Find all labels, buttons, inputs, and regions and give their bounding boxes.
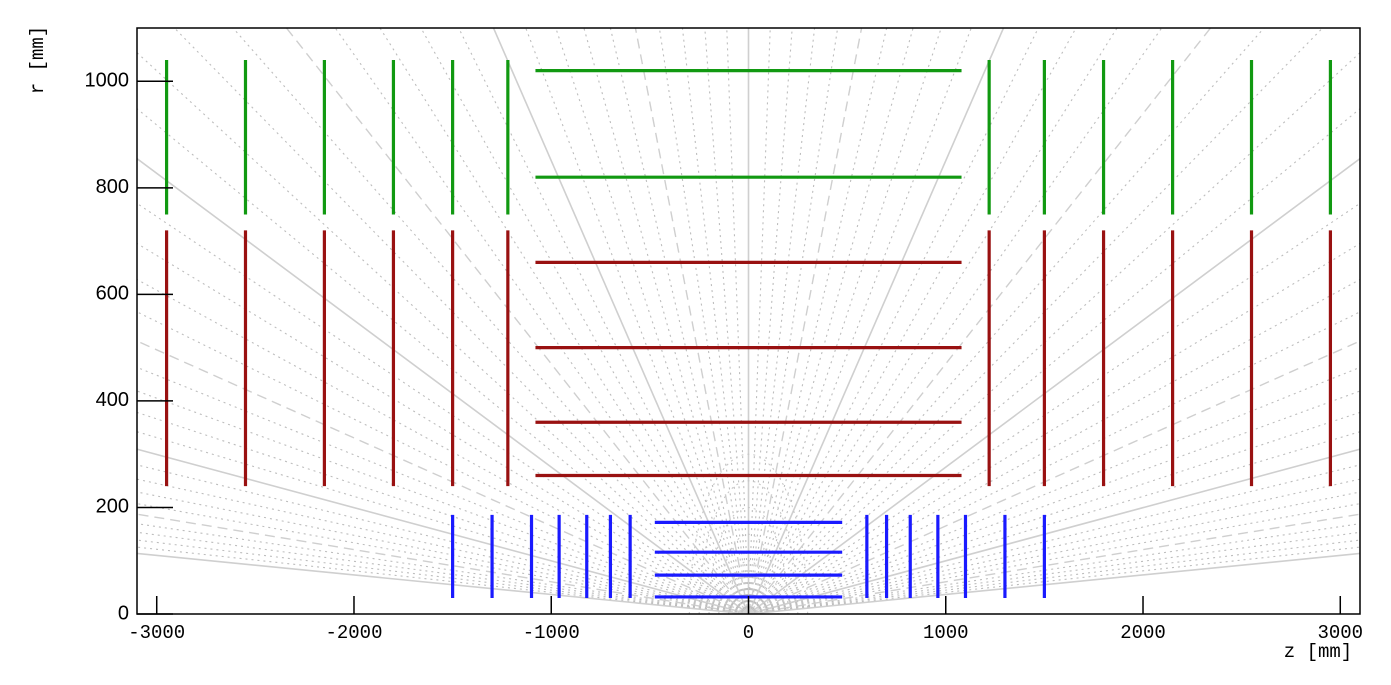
eta-line: [748, 448, 1360, 614]
eta-line: [137, 202, 749, 614]
x-axis-label: z [mm]: [1284, 641, 1352, 663]
eta-line: [747, 28, 839, 614]
eta-line: [173, 28, 749, 614]
eta-line: [748, 28, 1265, 614]
eta-line: [137, 411, 749, 614]
eta-line: [748, 491, 1360, 614]
eta-line: [137, 157, 749, 614]
eta-line: [748, 202, 1360, 614]
y-axis-label: r [mm]: [27, 26, 49, 94]
eta-line: [334, 28, 749, 614]
eta-line: [747, 28, 914, 614]
eta-line: [748, 340, 1360, 614]
x-tick-label: 2000: [1120, 622, 1166, 644]
x-tick-label: 3000: [1317, 622, 1363, 644]
eta-grid: [137, 28, 1360, 614]
eta-line: [748, 311, 1360, 614]
eta-line: [748, 28, 1039, 614]
eta-line: [747, 28, 942, 614]
eta-line: [137, 340, 749, 614]
y-tick-label: 800: [96, 176, 129, 198]
eta-line: [748, 107, 1360, 614]
eta-line: [137, 491, 749, 614]
eta-line: [748, 411, 1360, 614]
eta-line: [748, 51, 1360, 614]
eta-line: [748, 157, 1360, 614]
eta-line: [748, 242, 1360, 614]
eta-line: [748, 464, 1360, 614]
y-tick-label: 200: [96, 496, 129, 518]
eta-line: [137, 539, 749, 614]
eta-line: [748, 390, 1360, 614]
eta-line: [137, 523, 749, 614]
eta-line: [748, 28, 1163, 614]
eta-line: [747, 28, 888, 614]
eta-line: [137, 546, 749, 614]
eta-line: [137, 107, 749, 614]
eta-line: [137, 278, 749, 614]
eta-line: [748, 552, 1360, 614]
y-tick-label: 0: [118, 602, 129, 624]
x-tick-label: -1000: [523, 622, 580, 644]
radius-arc: [708, 507, 789, 614]
eta-line: [137, 448, 749, 614]
eta-line: [137, 311, 749, 614]
x-tick-label: -3000: [128, 622, 185, 644]
eta-line: [137, 531, 749, 614]
eta-line: [748, 28, 1077, 614]
layers: [164, 59, 1333, 599]
eta-line: [748, 513, 1360, 614]
eta-line: [748, 523, 1360, 614]
eta-line: [137, 513, 749, 614]
eta-line: [137, 431, 749, 614]
eta-line: [748, 546, 1360, 614]
eta-line: [747, 28, 863, 614]
y-tick-label: 1000: [85, 70, 130, 92]
y-tick-label: 400: [96, 389, 129, 411]
x-tick-label: -2000: [325, 622, 382, 644]
y-tick-label: 600: [96, 283, 129, 305]
eta-line: [747, 28, 972, 614]
eta-line: [748, 539, 1360, 614]
eta-line: [747, 28, 1005, 614]
eta-line: [748, 278, 1360, 614]
radius-arc: [728, 560, 769, 614]
eta-line: [285, 28, 750, 614]
eta-line: [747, 28, 1212, 614]
radius-arc: [718, 533, 779, 614]
radius-arc: [688, 454, 809, 614]
eta-line: [492, 28, 750, 614]
eta-line: [748, 366, 1360, 614]
radius-arc: [738, 586, 759, 614]
x-tick-label: 1000: [923, 622, 969, 644]
eta-line: [137, 552, 749, 614]
eta-line: [748, 478, 1360, 614]
eta-line: [748, 28, 1118, 614]
eta-line: [748, 531, 1360, 614]
eta-line: [137, 464, 749, 614]
eta-line: [748, 28, 1324, 614]
x-tick-label: 0: [743, 622, 754, 644]
